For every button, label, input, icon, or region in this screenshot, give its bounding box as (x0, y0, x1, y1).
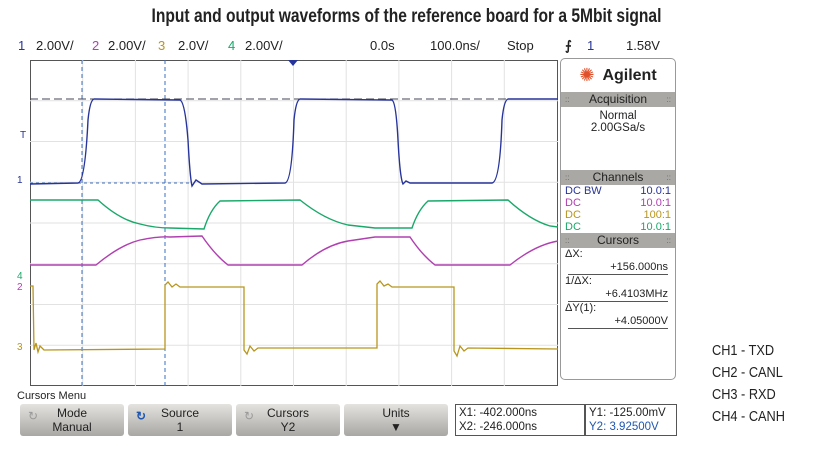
ch4-number[interactable]: 4 (228, 38, 236, 53)
agilent-spark-icon: ✺ (579, 65, 595, 85)
rotate-knob-icon: ↻ (28, 409, 39, 423)
legend-item: CH2 - CANL (712, 364, 783, 381)
channel-row: DC 10.0:1 (565, 197, 671, 209)
info-panel: ✺ Agilent Acquisition Normal 2.00GSa/s C… (560, 58, 676, 380)
ch3-scale[interactable]: 2.0V/ (178, 38, 209, 53)
page-title: Input and output waveforms of the refere… (151, 6, 662, 27)
acquisition-mode: Normal (599, 110, 637, 122)
channels-header[interactable]: Channels (561, 170, 675, 185)
source-softkey[interactable]: ↻ Source 1 (128, 404, 232, 436)
inverse-delta-x-value: +6.4103MHz (568, 288, 668, 302)
channel-legend: CH1 - TXD CH2 - CANL CH3 - RXD CH4 - CAN… (712, 340, 785, 428)
brand-header: ✺ Agilent (561, 59, 675, 92)
channel-row: DC BW 10.0:1 (565, 185, 671, 197)
ch1-ground-marker[interactable]: 1 (17, 175, 23, 186)
ch3-ground-marker[interactable]: 3 (17, 342, 23, 353)
ch2-scale[interactable]: 2.00V/ (108, 38, 146, 53)
ch3-waveform (30, 280, 558, 358)
rising-edge-icon: ⨍ (565, 38, 572, 53)
ch2-number[interactable]: 2 (92, 38, 100, 53)
menu-title: Cursors Menu (17, 390, 87, 402)
channel-row: DC 10.0:1 (565, 221, 671, 233)
ch3-number[interactable]: 3 (158, 38, 166, 53)
trigger-level[interactable]: 1.58V (626, 38, 660, 53)
y-cursor-readout: Y1: -125.00mV Y2: 3.92500V (585, 404, 677, 436)
time-delay[interactable]: 0.0s (370, 38, 395, 53)
scope-status-bar: 1 2.00V/ 2 2.00V/ 3 2.0V/ 4 2.00V/ 0.0s … (0, 38, 680, 56)
delta-x-value: +156.000ns (568, 261, 668, 275)
acquisition-header[interactable]: Acquisition (561, 92, 675, 107)
run-state[interactable]: Stop (507, 38, 534, 53)
legend-item: CH4 - CANH (712, 408, 785, 425)
mode-softkey[interactable]: ↻ Mode Manual (20, 404, 124, 436)
legend-item: CH3 - RXD (712, 386, 776, 403)
ch2-ground-marker[interactable]: 2 (17, 282, 23, 293)
cursors-header[interactable]: Cursors (561, 233, 675, 248)
waveform-display[interactable] (30, 60, 558, 386)
cursors-softkey[interactable]: ↻ Cursors Y2 (236, 404, 340, 436)
grid (30, 60, 558, 386)
delta-y-value: +4.05000V (568, 315, 668, 329)
ch1-scale[interactable]: 2.00V/ (36, 38, 74, 53)
ch2-waveform (30, 235, 558, 266)
sample-rate: 2.00GSa/s (590, 122, 646, 134)
delta-x-label: ΔX: (565, 248, 583, 260)
ch4-scale[interactable]: 2.00V/ (245, 38, 283, 53)
delta-y-label: ΔY(1): (565, 302, 597, 314)
rotate-knob-icon: ↻ (244, 409, 255, 423)
ch4-ground-marker[interactable]: 4 (17, 271, 23, 282)
ch1-number[interactable]: 1 (18, 38, 26, 53)
trigger-level-marker[interactable]: T (20, 130, 27, 141)
brand-logo: Agilent (602, 66, 657, 84)
units-softkey[interactable]: Units ▼ (344, 404, 448, 436)
x-cursor-readout: X1: -402.000ns X2: -246.000ns (455, 404, 585, 436)
rotate-knob-icon: ↻ (136, 409, 147, 423)
inverse-delta-x-label: 1/ΔX: (565, 275, 592, 287)
arrow-down-icon: ▼ (390, 420, 402, 434)
ch1-waveform (30, 98, 558, 188)
ch4-waveform (30, 199, 558, 230)
trigger-source[interactable]: 1 (587, 38, 595, 53)
timebase[interactable]: 100.0ns/ (430, 38, 480, 53)
trigger-position-marker (288, 60, 298, 66)
legend-item: CH1 - TXD (712, 342, 775, 359)
channel-row: DC 100:1 (565, 209, 671, 221)
